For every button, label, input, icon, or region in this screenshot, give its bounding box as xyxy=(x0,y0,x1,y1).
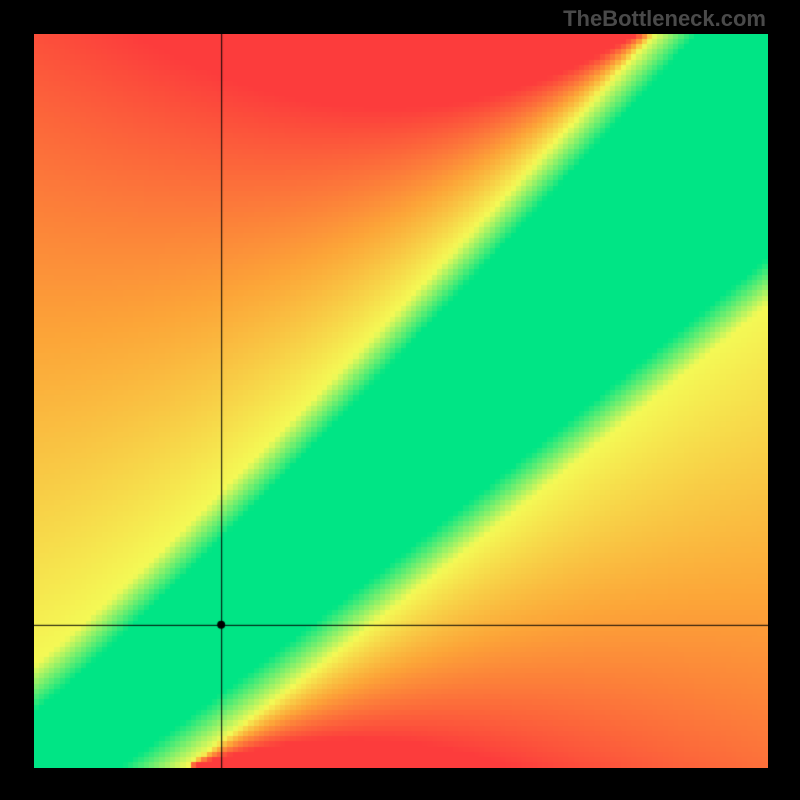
chart-container: TheBottleneck.com xyxy=(0,0,800,800)
watermark-text: TheBottleneck.com xyxy=(563,6,766,32)
crosshair-overlay xyxy=(34,34,768,768)
